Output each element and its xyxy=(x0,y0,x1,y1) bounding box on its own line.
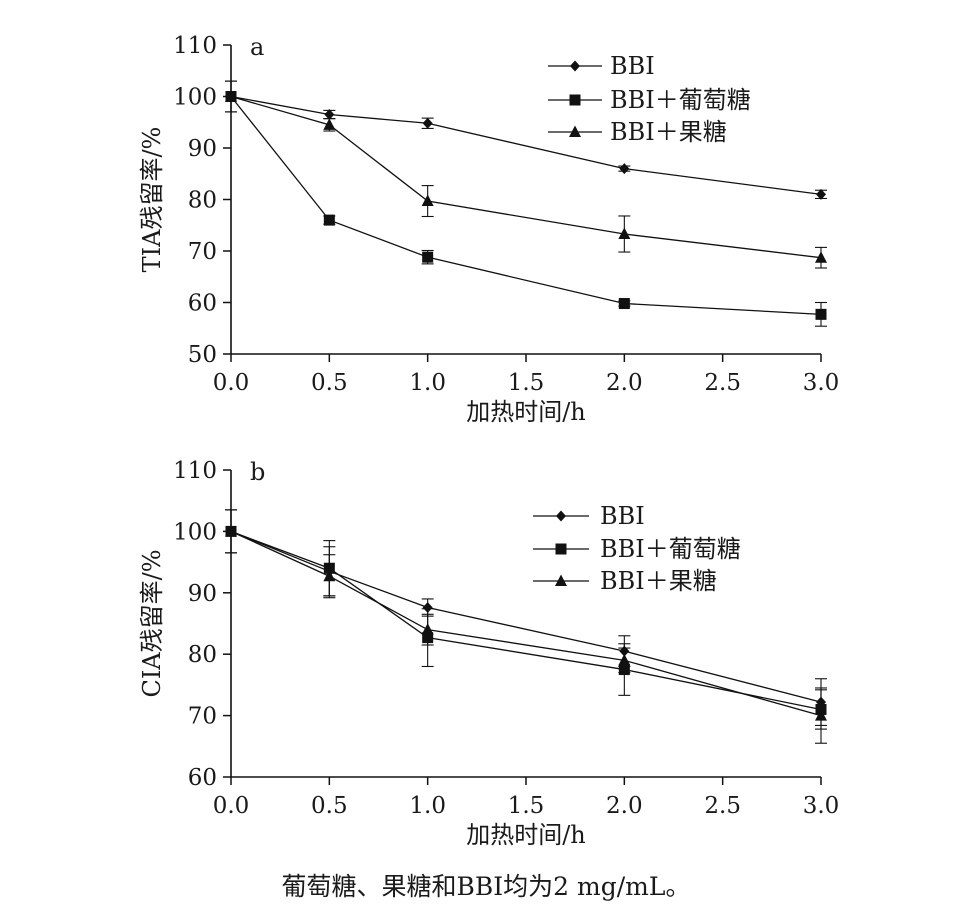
data-point-square xyxy=(422,251,434,263)
y-tick-label: 90 xyxy=(188,581,217,607)
y-axis-title: TIA残留率/% xyxy=(138,127,166,273)
y-tick-label: 70 xyxy=(188,239,217,265)
y-tick-label: 50 xyxy=(188,342,217,368)
legend-marker-triangle xyxy=(555,574,567,586)
y-tick-label: 110 xyxy=(173,33,217,59)
data-point-square xyxy=(815,308,827,320)
legend-item: BBI＋葡萄糖 xyxy=(533,535,741,563)
data-point-diamond xyxy=(422,117,433,129)
chart-panel-a: 50 60 70 80 90 100 110 0.0 0.5 1.0 1.5 2.0 2.5 3.0 加热时… xyxy=(138,33,839,426)
series-triangle xyxy=(225,80,827,269)
y-tick-label: 90 xyxy=(188,136,217,162)
legend-marker-square xyxy=(555,543,567,555)
x-axis-title: 加热时间/h xyxy=(466,398,586,426)
series-line xyxy=(230,96,822,315)
y-tick-label: 80 xyxy=(188,642,217,668)
data-point-triangle xyxy=(618,653,631,666)
y-axis-title: CIA残留率/% xyxy=(138,549,166,697)
legend-label: BBI＋葡萄糖 xyxy=(610,86,751,114)
legend-item: BBI xyxy=(533,502,645,530)
x-tick-label: 1.0 xyxy=(409,370,446,396)
legend-item: BBI＋葡萄糖 xyxy=(548,86,751,114)
x-tick-label: 0.5 xyxy=(311,370,348,396)
series-square xyxy=(225,80,827,327)
data-point-triangle xyxy=(815,251,827,263)
x-axis-title: 加热时间/h xyxy=(466,821,586,849)
legend-item: BBI xyxy=(548,52,655,80)
legend-label: BBI＋果糖 xyxy=(610,118,727,146)
data-point-triangle xyxy=(225,90,237,102)
data-point-triangle xyxy=(323,569,336,582)
legend-label: BBI＋葡萄糖 xyxy=(600,535,741,563)
legend-item: BBI＋果糖 xyxy=(548,118,727,146)
legend-marker-diamond xyxy=(556,510,566,522)
y-tick-label: 60 xyxy=(188,765,217,791)
y-tick-label: 60 xyxy=(188,291,217,317)
data-point-diamond xyxy=(816,188,826,200)
data-point-triangle xyxy=(421,194,434,207)
y-tick-label: 70 xyxy=(188,704,217,730)
legend-label: BBI＋果糖 xyxy=(600,567,717,595)
y-tick-label: 100 xyxy=(173,519,217,545)
x-tick-label: 1.5 xyxy=(508,793,545,819)
data-point-triangle xyxy=(225,524,237,537)
data-point-triangle xyxy=(815,709,827,721)
x-tick-label: 0.0 xyxy=(213,370,250,396)
x-tick-label: 0.5 xyxy=(311,793,348,819)
figure-footnote: 葡萄糖、果糖和BBI均为2 mg/mL。 xyxy=(281,872,691,901)
y-tick-label: 80 xyxy=(188,188,217,214)
x-tick-label: 1.0 xyxy=(409,793,446,819)
legend-marker-diamond xyxy=(570,60,580,72)
x-tick-label: 2.0 xyxy=(606,793,643,819)
data-point-square xyxy=(323,214,335,226)
data-point-square xyxy=(618,298,630,310)
legend-label: BBI xyxy=(600,502,645,530)
y-tick-label: 110 xyxy=(173,458,217,484)
chart-panel-b: 60 70 80 90 100 110 0.0 0.5 1.0 1.5 2.0 2.5 3.0 加热时间/… xyxy=(138,458,839,849)
x-tick-label: 2.5 xyxy=(704,793,741,819)
data-point-triangle xyxy=(421,623,434,635)
x-tick-label: 2.5 xyxy=(704,370,741,396)
data-point-diamond xyxy=(324,109,335,121)
legend-label: BBI xyxy=(610,52,655,80)
data-point-diamond xyxy=(619,163,630,175)
data-point-triangle xyxy=(323,118,336,130)
x-tick-label: 1.5 xyxy=(508,370,545,396)
y-tick-label: 100 xyxy=(173,85,217,111)
x-tick-label: 3.0 xyxy=(803,370,840,396)
x-tick-label: 3.0 xyxy=(803,793,840,819)
legend-item: BBI＋果糖 xyxy=(533,567,717,595)
x-tick-label: 2.0 xyxy=(606,370,643,396)
data-point-triangle xyxy=(618,227,631,240)
series-triangle xyxy=(225,509,827,744)
panel-label: a xyxy=(250,33,264,61)
legend-marker-triangle xyxy=(569,125,581,137)
x-tick-label: 0.0 xyxy=(213,793,250,819)
series-line xyxy=(230,95,822,259)
data-point-diamond xyxy=(422,602,433,614)
legend-marker-square xyxy=(569,94,581,106)
panel-label: b xyxy=(250,458,265,486)
